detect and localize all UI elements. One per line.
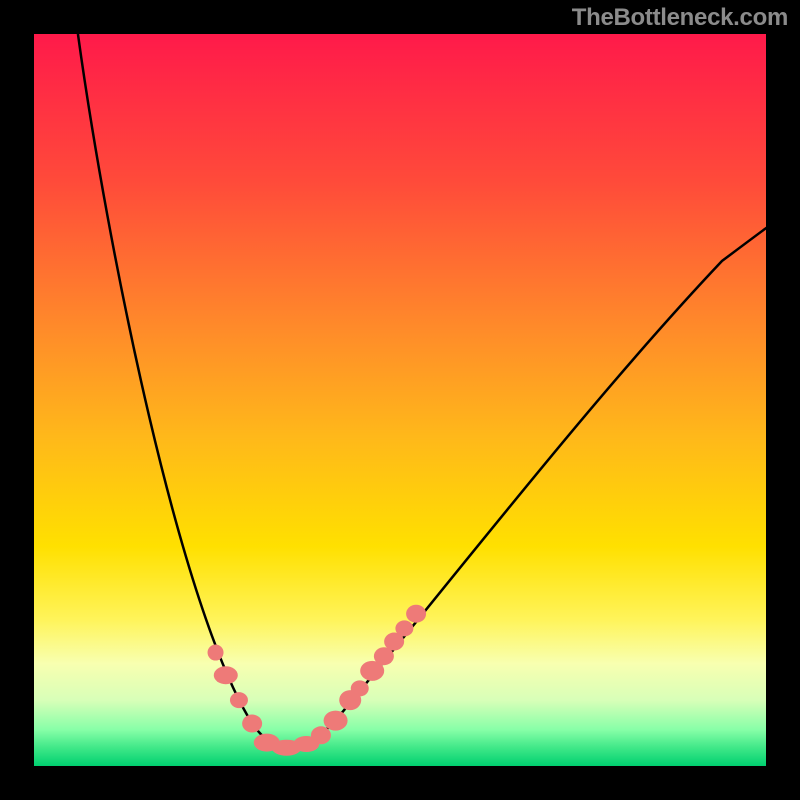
curve-marker (324, 711, 348, 731)
curve-marker (208, 645, 224, 661)
v-curve-path (78, 34, 773, 748)
chart-outer: TheBottleneck.com (0, 0, 800, 800)
watermark-text: TheBottleneck.com (572, 4, 788, 32)
curve-marker (242, 715, 262, 733)
curve-marker (230, 692, 248, 708)
curve-marker (311, 726, 331, 744)
marker-group (208, 605, 427, 756)
curve-layer (34, 34, 766, 766)
curve-marker (351, 680, 369, 696)
curve-marker (406, 605, 426, 623)
plot-area (34, 34, 766, 766)
curve-marker (395, 620, 413, 636)
curve-marker (214, 666, 238, 684)
